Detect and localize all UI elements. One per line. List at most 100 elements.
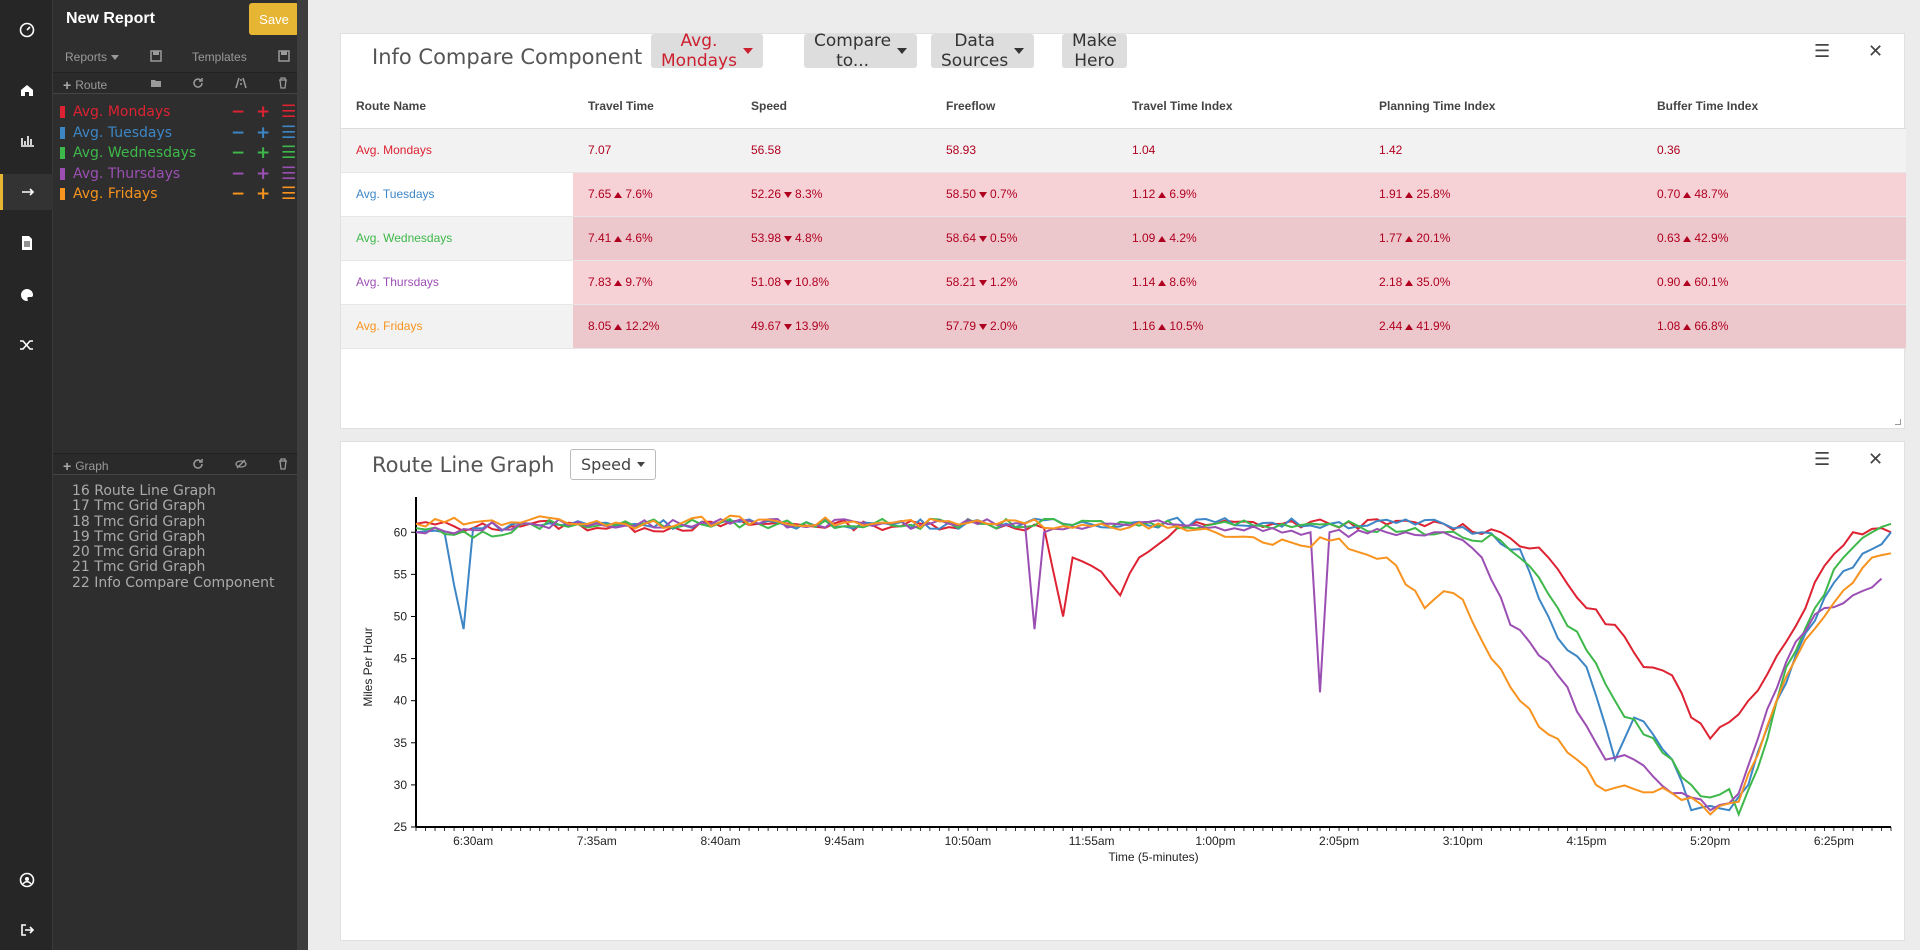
document-icon[interactable] (0, 225, 53, 261)
save-report-icon[interactable] (150, 50, 162, 62)
column-header[interactable]: Travel Time Index (1117, 84, 1364, 128)
route-item[interactable]: Avg. Fridays − + ☰ (53, 185, 298, 205)
add-graph-button[interactable]: + Graph (63, 458, 109, 474)
user-icon[interactable] (0, 862, 53, 898)
route-item[interactable]: Avg. Tuesdays − + ☰ (53, 124, 298, 144)
column-header[interactable]: Travel Time (573, 84, 736, 128)
table-body: Avg. Mondays 7.07 56.58 58.93 1.04 1.42 0.36 Av… (341, 128, 1906, 348)
x-tick-label: 6:30am (453, 834, 493, 848)
bar-chart-icon[interactable] (0, 122, 53, 158)
route-menu-button[interactable]: ☰ (281, 165, 295, 183)
caret-up-icon (1158, 192, 1166, 198)
save-template-icon[interactable] (278, 50, 290, 62)
caret-down-icon (637, 462, 645, 467)
route-arrow-icon[interactable] (0, 174, 53, 210)
graph-list-item[interactable]: 18 Tmc Grid Graph (72, 515, 282, 530)
route-item[interactable]: Avg. Mondays − + ☰ (53, 103, 298, 123)
metric-value: 58.93 (946, 143, 976, 157)
home-icon[interactable] (0, 72, 53, 108)
remove-route-button[interactable]: − (231, 185, 245, 203)
metric-value: 0.70 (1657, 187, 1680, 201)
refresh-icon[interactable] (192, 77, 204, 89)
metric-value: 7.07 (588, 143, 611, 157)
graph-list-item[interactable]: 21 Tmc Grid Graph (72, 560, 282, 575)
metric-change: 4.8% (795, 231, 822, 245)
table-row: Avg. Wednesdays 7.41 4.6% 53.98 4.8% 58.64 0.5… (341, 216, 1906, 260)
metric-value: 1.09 (1132, 231, 1155, 245)
route-name-cell: Avg. Wednesdays (341, 216, 573, 260)
route-menu-button[interactable]: ☰ (281, 124, 295, 142)
reports-menu[interactable]: Reports (65, 50, 119, 64)
add-route-copy-button[interactable]: + (256, 144, 270, 162)
metric-value: 1.77 (1379, 231, 1402, 245)
graph-toolbar: + Graph (53, 453, 308, 475)
y-tick-label: 55 (394, 567, 408, 581)
metric-value: 1.42 (1379, 143, 1402, 157)
templates-menu[interactable]: Templates (192, 50, 247, 64)
caret-down-icon (1014, 48, 1024, 54)
add-route-copy-button[interactable]: + (256, 124, 270, 142)
route-menu-button[interactable]: ☰ (281, 144, 295, 162)
panel-menu-icon[interactable]: ☰ (1814, 449, 1830, 470)
sidebar-scrollbar[interactable] (297, 0, 308, 950)
series-line-avg-thursdays (416, 519, 1882, 810)
remove-route-button[interactable]: − (231, 103, 245, 121)
close-icon[interactable]: ✕ (1868, 449, 1883, 470)
graph-list-item[interactable]: 19 Tmc Grid Graph (72, 530, 282, 545)
compare-to-button[interactable]: Compare to... (804, 34, 917, 68)
panel-menu-icon[interactable]: ☰ (1814, 41, 1830, 62)
add-route-copy-button[interactable]: + (256, 185, 270, 203)
metric-value: 52.26 (751, 187, 781, 201)
data-sources-button[interactable]: Data Sources (931, 34, 1034, 68)
shuffle-icon[interactable] (0, 327, 53, 363)
route-item[interactable]: Avg. Wednesdays − + ☰ (53, 144, 298, 164)
metric-cell: 57.79 2.0% (931, 304, 1117, 348)
series-line-avg-wednesdays (416, 519, 1891, 815)
route-menu-button[interactable]: ☰ (281, 103, 295, 121)
sign-out-icon[interactable] (0, 912, 53, 948)
y-tick-label: 60 (394, 525, 408, 539)
metric-value: 1.14 (1132, 275, 1155, 289)
column-header[interactable]: Buffer Time Index (1642, 84, 1906, 128)
add-route-copy-button[interactable]: + (256, 165, 270, 183)
base-route-button[interactable]: Avg. Mondays (651, 34, 763, 68)
metric-change: 8.6% (1169, 275, 1196, 289)
dashboard-icon[interactable] (0, 12, 53, 48)
graph-list-item[interactable]: 16 Route Line Graph (72, 484, 282, 499)
route-name: Avg. Tuesdays (73, 125, 172, 141)
trash-icon[interactable] (277, 77, 289, 89)
make-hero-button[interactable]: Make Hero (1062, 34, 1127, 68)
graph-list-item[interactable]: 20 Tmc Grid Graph (72, 545, 282, 560)
close-icon[interactable]: ✕ (1868, 41, 1883, 62)
metric-cell: 7.07 (573, 128, 736, 172)
eye-slash-icon[interactable] (235, 458, 247, 470)
caret-down-icon (979, 236, 987, 242)
metric-value: 1.08 (1657, 319, 1680, 333)
add-route-button[interactable]: + Route (63, 77, 107, 93)
column-header[interactable]: Route Name (341, 84, 573, 128)
resize-handle[interactable] (1895, 419, 1901, 425)
add-route-copy-button[interactable]: + (256, 103, 270, 121)
graph-list-item[interactable]: 22 Info Compare Component (72, 576, 282, 591)
metric-value: 7.83 (588, 275, 611, 289)
graph-label: Graph (75, 459, 108, 473)
remove-route-button[interactable]: − (231, 124, 245, 142)
folder-open-icon[interactable] (150, 77, 162, 89)
route-menu-button[interactable]: ☰ (281, 185, 295, 203)
road-icon[interactable] (235, 77, 247, 89)
save-button[interactable]: Save (249, 3, 299, 35)
trash-graphs-icon[interactable] (277, 458, 289, 470)
column-header[interactable]: Speed (736, 84, 931, 128)
remove-route-button[interactable]: − (231, 144, 245, 162)
y-tick-label: 50 (394, 609, 408, 623)
metric-change: 4.6% (625, 231, 652, 245)
column-header[interactable]: Planning Time Index (1364, 84, 1642, 128)
column-header[interactable]: Freeflow (931, 84, 1117, 128)
metric-select[interactable]: Speed (570, 449, 656, 480)
refresh-graphs-icon[interactable] (192, 458, 204, 470)
route-item[interactable]: Avg. Thursdays − + ☰ (53, 165, 298, 185)
palette-icon[interactable] (0, 277, 53, 313)
remove-route-button[interactable]: − (231, 165, 245, 183)
graph-list-item[interactable]: 17 Tmc Grid Graph (72, 499, 282, 514)
metric-cell: 1.91 25.8% (1364, 172, 1642, 216)
